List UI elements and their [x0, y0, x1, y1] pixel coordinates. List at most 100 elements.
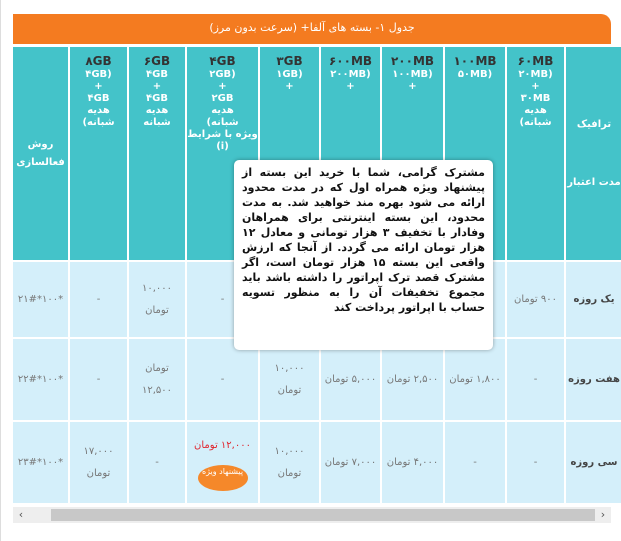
cell-text: ۷,۰۰۰ تومان	[324, 456, 377, 468]
scroll-left-arrow-icon[interactable]: ‹	[18, 508, 24, 521]
header-text: ۲GB	[211, 93, 234, 104]
cell-text: -	[533, 373, 538, 385]
cell-text: -	[473, 456, 477, 468]
header-text: هدیه	[87, 105, 110, 116]
price-cell: -	[507, 339, 564, 420]
price-cell: ۱,۸۰۰ تومان	[445, 339, 505, 420]
price-cell: -	[187, 339, 258, 420]
cell-text: -	[533, 456, 538, 468]
price-cell: ۴,۰۰۰ تومان	[382, 422, 443, 503]
header-text: ۲۰۰MB	[390, 54, 435, 68]
cell-text: ۱۲,۰۰۰ تومان	[194, 439, 251, 451]
header-cell: ۶۰MB (۲۰MB +۳۰MB هدیه شبانه)	[507, 47, 564, 260]
header-text: شبانه)	[206, 117, 239, 128]
header-text: شبانه)	[519, 117, 552, 128]
cell-text: -	[96, 373, 101, 385]
price-cell: ۱۷,۰۰۰ تومان	[70, 422, 127, 503]
cell-text: ۱۰,۰۰۰ تومان	[274, 445, 305, 479]
cell-text: -	[96, 293, 101, 305]
cell-text: ۴,۰۰۰ تومان	[386, 456, 439, 468]
header-text: هدیه	[145, 105, 169, 116]
table-row: سی روزه - - ۴,۰۰۰ تومان ۷,۰۰۰ تومان ۱۰,۰۰۰ تو…	[13, 422, 621, 503]
header-text: ۳۰MB	[520, 93, 551, 104]
header-text: ۶۰MB	[517, 54, 554, 68]
cell-text: تومان ۱۲,۵۰۰	[141, 362, 173, 396]
price-cell: تومان ۱۲,۵۰۰	[129, 339, 185, 420]
header-text: +	[285, 81, 294, 92]
table-title: جدول ۱- بسته های آلفا+ (سرعت بدون مرز)	[13, 14, 611, 44]
special-offer-tooltip: مشترک گرامی، شما با خرید این بسته از پیش…	[234, 160, 493, 350]
horizontal-scrollbar[interactable]: ‹ ›	[13, 507, 611, 523]
header-text: (۲GB	[209, 69, 236, 80]
price-cell: ۷,۰۰۰ تومان	[321, 422, 380, 503]
header-text: هدیه	[524, 105, 547, 116]
price-cell: ۱۰,۰۰۰ تومان	[260, 422, 319, 503]
price-cell[interactable]: *۱۰۰*۲۲#	[13, 339, 68, 420]
header-text: ۱۰۰MB	[453, 54, 497, 68]
header-text: روش	[27, 138, 54, 150]
price-cell: ۵,۰۰۰ تومان	[321, 339, 380, 420]
cell-text: ۱۰,۰۰۰ تومان	[141, 282, 173, 316]
table-row: هفت روزه - ۱,۸۰۰ تومان ۲,۵۰۰ تومان ۵,۰۰۰ توم…	[13, 339, 621, 420]
duration-label: سی روزه	[566, 422, 621, 503]
header-text: +	[408, 81, 417, 92]
header-text: +	[531, 81, 540, 92]
header-text: (۲۰۰MB	[330, 69, 371, 80]
price-cell[interactable]: *۱۰۰*۲۱#	[13, 262, 68, 337]
price-cell: ۹۰۰ تومان	[507, 262, 564, 337]
price-cell: ۱۰,۰۰۰ تومان	[260, 339, 319, 420]
header-text: ۴GB	[146, 93, 168, 104]
header-text: ترافیک	[576, 118, 612, 130]
header-text: ۶۰۰MB	[328, 54, 373, 68]
header-text: شبانه)	[82, 117, 115, 128]
price-cell: -	[507, 422, 564, 503]
cell-text: *۱۰۰*۲۳#	[17, 456, 64, 468]
duration-label: یک روزه	[566, 262, 621, 337]
cell-text: ۵,۰۰۰ تومان	[324, 373, 377, 385]
header-text: (۱GB	[276, 69, 303, 80]
scrollbar-thumb[interactable]	[51, 509, 595, 521]
header-text: ویژه با شرایط	[187, 129, 258, 140]
header-text: مدت اعتبار	[567, 176, 621, 188]
header-text: (i)	[216, 141, 229, 152]
header-text: +	[152, 81, 162, 92]
cell-text: ۹۰۰ تومان	[514, 293, 557, 305]
scroll-right-arrow-icon[interactable]: ›	[600, 508, 606, 521]
cell-text: ۱۰,۰۰۰ تومان	[274, 362, 305, 396]
header-text: (۱۰۰MB	[392, 69, 433, 80]
price-cell: ۱۰,۰۰۰ تومان	[129, 262, 185, 337]
header-text: +	[94, 81, 103, 92]
price-cell: -	[445, 422, 505, 503]
header-text: (۲۰MB	[518, 69, 553, 80]
header-text: ۶GB	[143, 54, 171, 68]
price-cell: -	[70, 262, 127, 337]
cell-text: -	[220, 373, 225, 385]
cell-text: -	[155, 456, 159, 468]
price-cell: ۲,۵۰۰ تومان	[382, 339, 443, 420]
header-text: فعالسازی	[16, 156, 65, 168]
price-cell: -	[70, 339, 127, 420]
cell-text: *۱۰۰*۲۲#	[17, 373, 64, 385]
header-text: (۵۰MB	[457, 69, 493, 80]
header-text: ۴GB	[146, 69, 168, 80]
cell-text: ۱۷,۰۰۰ تومان	[83, 445, 114, 479]
header-text: ۴GB	[87, 93, 110, 104]
header-cell: ۸GB (۴GB +۴GB هدیه شبانه)	[70, 47, 127, 260]
cell-text: *۱۰۰*۲۱#	[17, 293, 64, 305]
duration-label: هفت روزه	[566, 339, 621, 420]
header-cell: روش فعالسازی	[13, 47, 68, 260]
header-cell: ۶GB ۴GB +۴GB هدیه شبانه	[129, 47, 185, 260]
header-text: هدیه	[211, 105, 234, 116]
header-text: (۴GB	[85, 69, 112, 80]
cell-text: -	[220, 293, 225, 305]
header-text: +	[346, 81, 355, 92]
cell-text: ۲,۵۰۰ تومان	[386, 373, 439, 385]
header-text: +	[218, 81, 227, 92]
header-cell: ترافیک مدت اعتبار	[566, 47, 621, 260]
cell-text: ۱,۸۰۰ تومان	[449, 373, 501, 385]
header-text: ۳GB	[276, 54, 303, 68]
special-offer-badge: پیشنهاد ویژه	[197, 464, 248, 491]
header-text: شبانه	[143, 117, 171, 128]
price-cell[interactable]: *۱۰۰*۲۳#	[13, 422, 68, 503]
price-cell: -	[129, 422, 185, 503]
